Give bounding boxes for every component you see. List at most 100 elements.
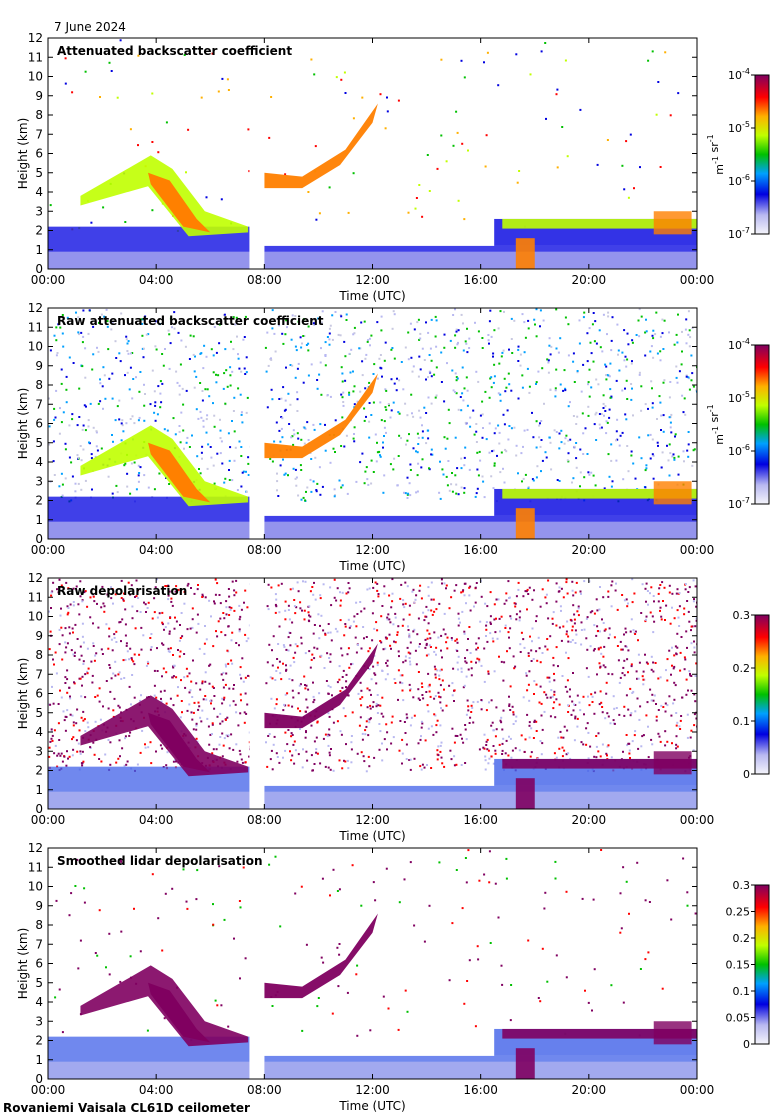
y-tick-label: 2 (35, 764, 43, 778)
y-tick-label: 2 (35, 494, 43, 508)
low-cloud (653, 1021, 692, 1045)
x-tick-label: 00:00 (680, 543, 715, 557)
x-tick-label: 00:00 (31, 543, 66, 557)
y-tick-label: 7 (35, 397, 43, 411)
x-tick-label: 04:00 (139, 543, 174, 557)
y-tick-label: 1 (35, 1053, 43, 1067)
colorbar-unit: m-1 sr-1 (706, 134, 726, 174)
data-gap (249, 38, 265, 269)
y-tick-label: 10 (28, 880, 43, 894)
colorbar-tick-label: 0 (743, 768, 750, 781)
date-label: 7 June 2024 (54, 20, 126, 34)
colorbar-tick-label: 0.05 (726, 1012, 751, 1025)
x-tick-label: 12:00 (355, 273, 390, 287)
low-cloud (502, 1028, 697, 1039)
y-tick-label: 12 (28, 571, 43, 585)
y-tick-label: 0 (35, 1072, 43, 1086)
y-tick-label: 5 (35, 436, 43, 450)
x-tick-label: 00:00 (680, 813, 715, 827)
colorbar-tick-label: 0.3 (733, 609, 751, 622)
y-tick-label: 8 (35, 378, 43, 392)
colorbar-tick-label: 10-6 (728, 443, 750, 458)
x-tick-label: 20:00 (572, 1083, 607, 1097)
colorbar-tick-label: 10-4 (728, 67, 750, 82)
y-tick-label: 0 (35, 532, 43, 546)
x-axis-label: Time (UTC) (338, 559, 405, 573)
precip-streak (515, 508, 535, 539)
precip-streak (515, 1048, 535, 1079)
y-tick-label: 1 (35, 513, 43, 527)
y-tick-label: 10 (28, 340, 43, 354)
colorbar-tick-label: 0 (743, 1038, 750, 1051)
panel-title: Attenuated backscatter coefficient (57, 44, 292, 58)
low-cloud (502, 758, 697, 769)
colorbar-tick-label: 10-7 (728, 496, 750, 511)
rising-cloud (264, 373, 378, 459)
y-tick-label: 12 (28, 31, 43, 45)
x-tick-label: 16:00 (463, 273, 498, 287)
y-axis-label: Height (km) (16, 928, 30, 999)
y-tick-label: 6 (35, 417, 43, 431)
x-tick-label: 08:00 (247, 543, 282, 557)
rising-cloud (264, 643, 378, 729)
y-tick-label: 9 (35, 899, 43, 913)
colorbar-tick-label: 0.2 (733, 932, 751, 945)
y-axis-label: Height (km) (16, 118, 30, 189)
y-tick-label: 8 (35, 648, 43, 662)
y-tick-label: 0 (35, 802, 43, 816)
y-tick-label: 4 (35, 185, 43, 199)
x-tick-label: 04:00 (139, 1083, 174, 1097)
y-tick-label: 11 (28, 590, 43, 604)
colorbar (754, 614, 770, 775)
y-tick-label: 2 (35, 1034, 43, 1048)
y-tick-label: 7 (35, 937, 43, 951)
x-tick-label: 16:00 (463, 1083, 498, 1097)
colorbar-tick-label: 0.1 (733, 715, 751, 728)
y-tick-label: 4 (35, 725, 43, 739)
colorbar-unit: m-1 sr-1 (706, 404, 726, 444)
colorbar-tick-label: 10-6 (728, 173, 750, 188)
low-cloud (502, 488, 697, 499)
x-tick-label: 08:00 (247, 1083, 282, 1097)
colorbar-tick-label: 0.3 (733, 879, 751, 892)
colorbar (754, 884, 770, 1045)
rising-cloud (264, 103, 378, 189)
low-cloud (653, 481, 692, 505)
y-tick-label: 11 (28, 320, 43, 334)
colorbar (754, 344, 770, 505)
cloud-core (148, 172, 211, 233)
y-tick-label: 11 (28, 860, 43, 874)
y-tick-label: 6 (35, 687, 43, 701)
y-tick-label: 12 (28, 841, 43, 855)
heatmap-field (48, 38, 697, 269)
colorbar-tick-label: 0.2 (733, 662, 751, 675)
y-tick-label: 2 (35, 224, 43, 238)
station-label: Rovaniemi Vaisala CL61D ceilometer (3, 1101, 250, 1115)
y-tick-label: 7 (35, 127, 43, 141)
y-tick-label: 0 (35, 262, 43, 276)
rising-cloud (264, 913, 378, 999)
cloud-core (148, 712, 211, 773)
panel-title: Raw attenuated backscatter coefficient (57, 314, 324, 328)
colorbar-tick-label: 10-7 (728, 226, 750, 241)
x-tick-label: 00:00 (31, 273, 66, 287)
y-tick-label: 3 (35, 204, 43, 218)
y-tick-label: 12 (28, 301, 43, 315)
colorbar (754, 74, 770, 235)
low-cloud (502, 218, 697, 229)
y-tick-label: 10 (28, 610, 43, 624)
cloud-core (148, 982, 211, 1043)
heatmap-field (48, 308, 697, 539)
y-tick-label: 4 (35, 995, 43, 1009)
y-tick-label: 4 (35, 455, 43, 469)
x-tick-label: 20:00 (572, 273, 607, 287)
x-axis-label: Time (UTC) (338, 289, 405, 303)
x-tick-label: 16:00 (463, 813, 498, 827)
y-tick-label: 1 (35, 783, 43, 797)
cloud-core (148, 442, 211, 503)
y-tick-label: 9 (35, 629, 43, 643)
precip-streak (515, 238, 535, 269)
x-tick-label: 00:00 (31, 1083, 66, 1097)
